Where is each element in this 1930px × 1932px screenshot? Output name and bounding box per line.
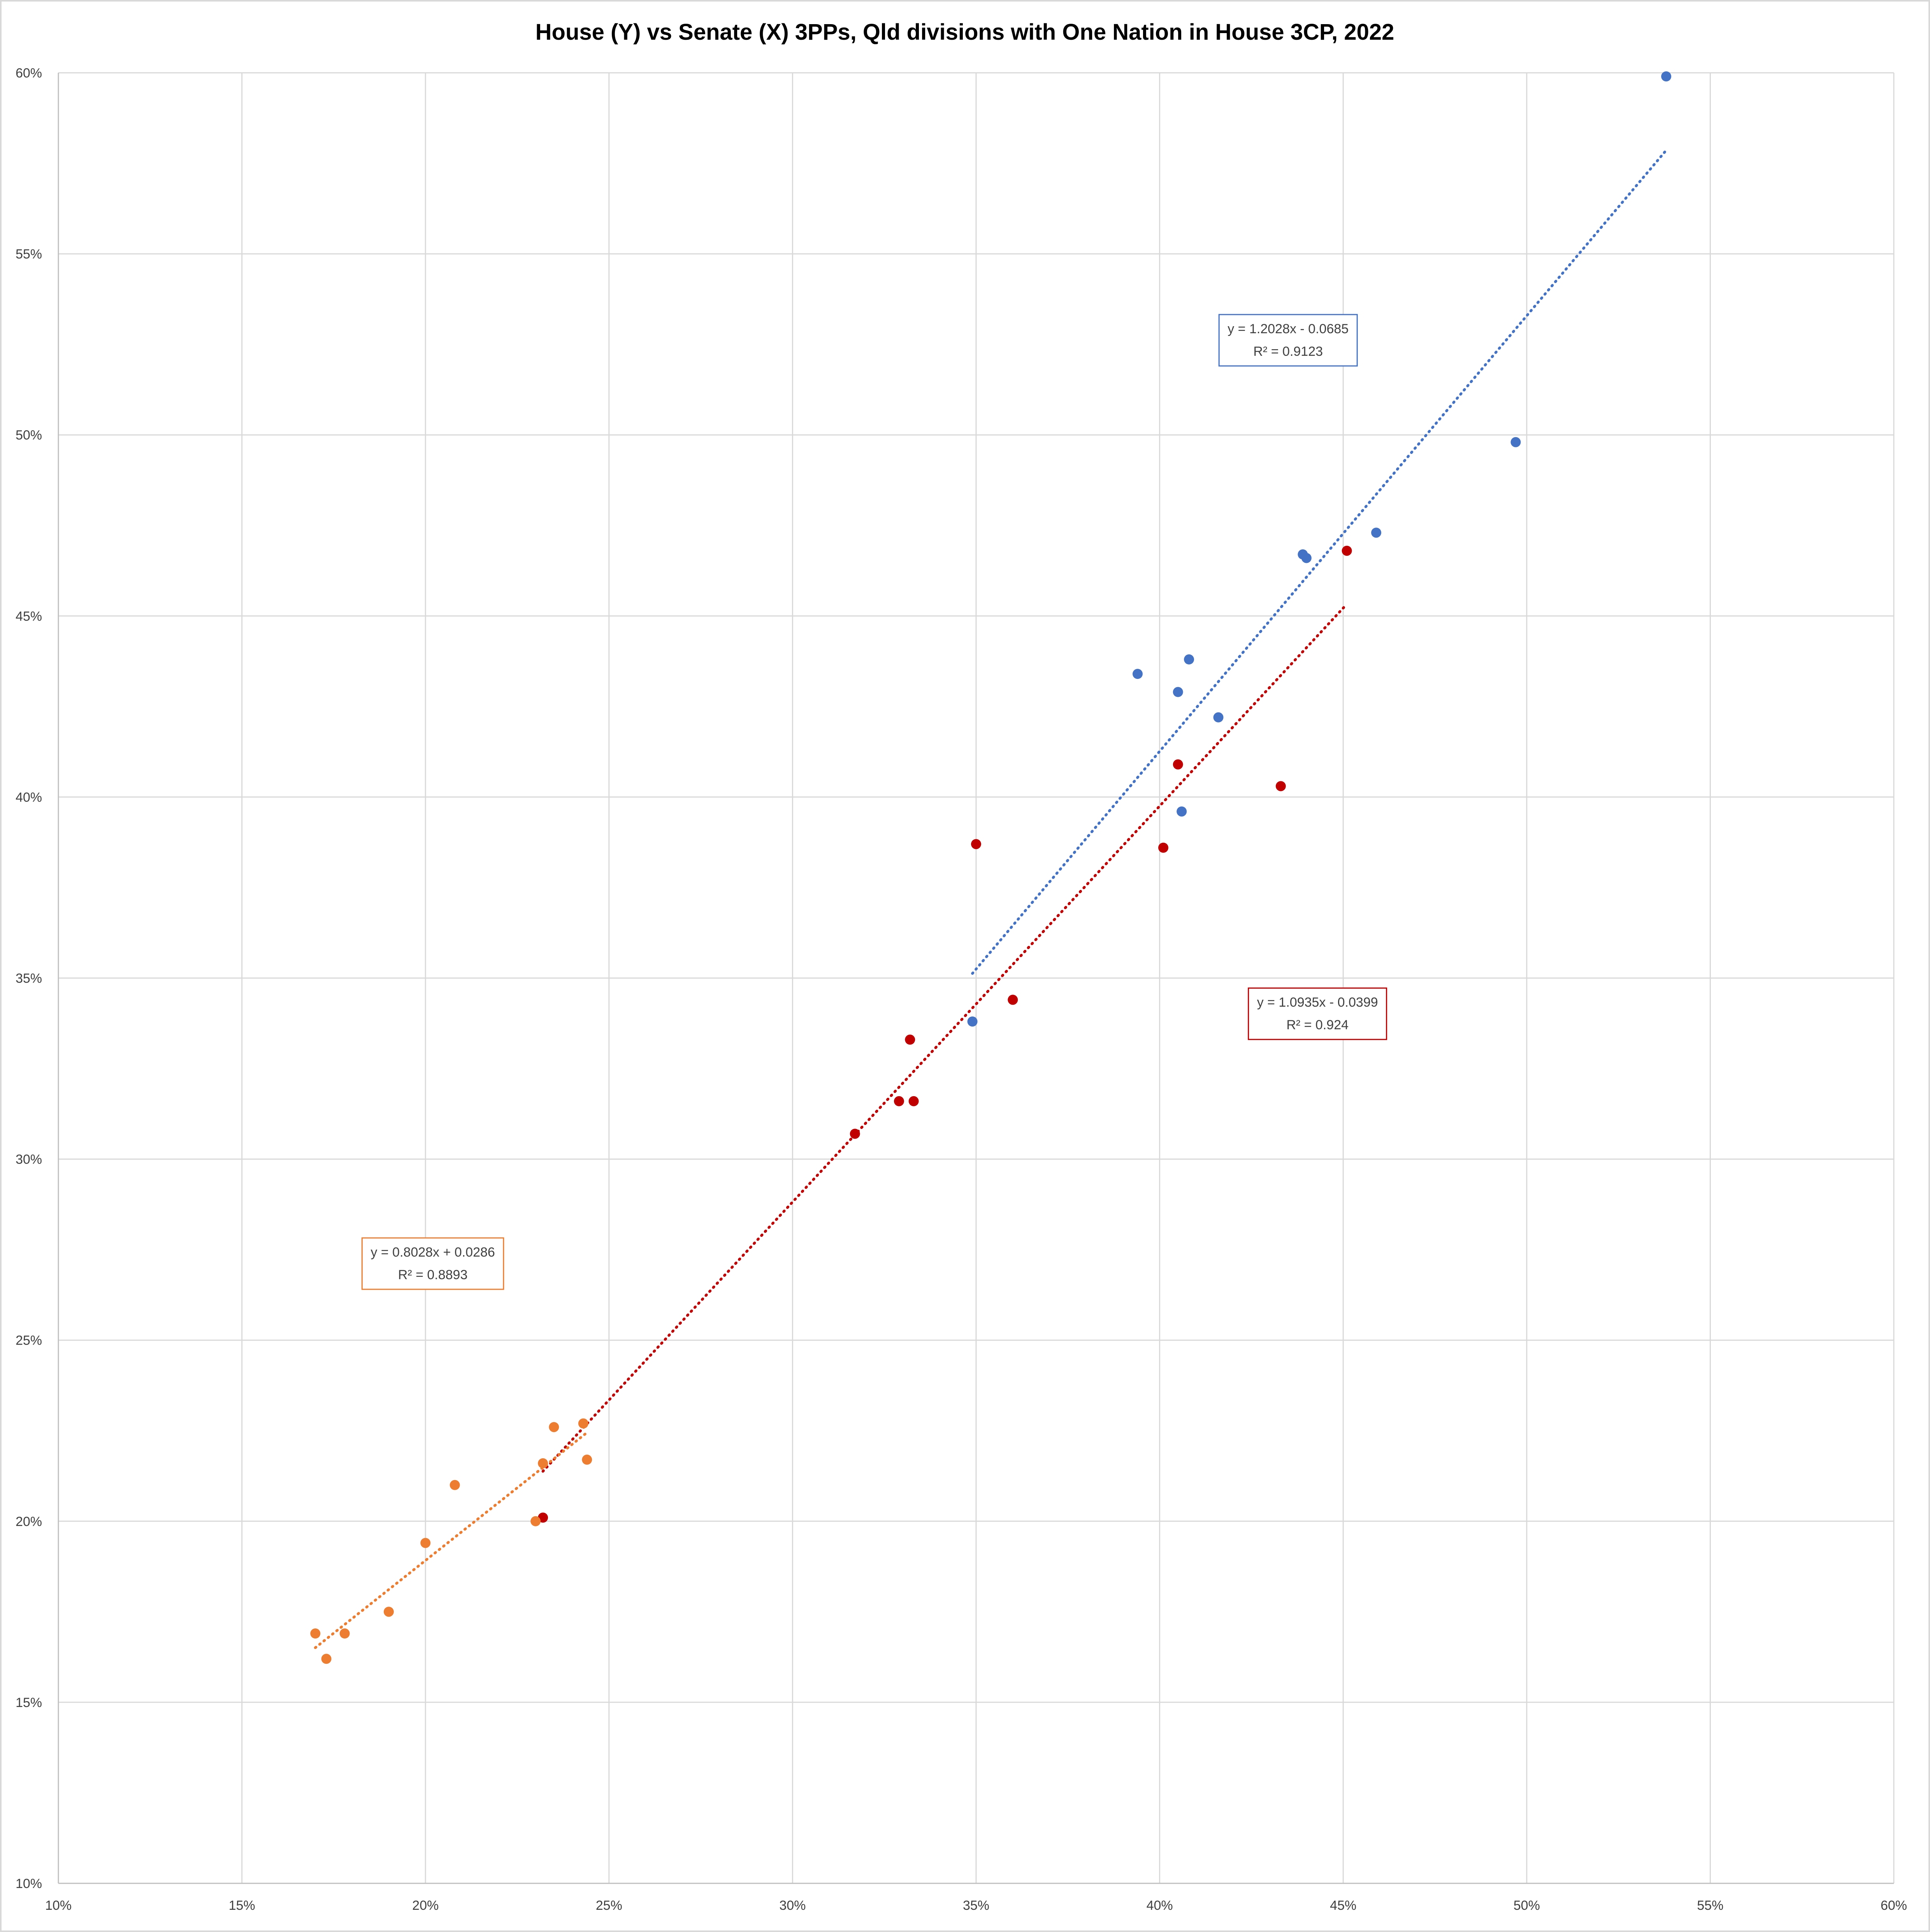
equation-text: y = 1.2028x - 0.0685	[1228, 322, 1349, 336]
data-point	[578, 1418, 588, 1429]
x-tick-label: 10%	[45, 1898, 72, 1913]
data-point	[339, 1628, 350, 1639]
data-point	[1158, 842, 1169, 853]
y-tick-label: 10%	[16, 1876, 42, 1891]
y-tick-label: 55%	[16, 247, 42, 262]
y-tick-label: 50%	[16, 428, 42, 443]
y-tick-label: 25%	[16, 1333, 42, 1348]
data-points	[310, 71, 1672, 1664]
data-point	[1661, 71, 1672, 82]
data-point	[1213, 712, 1224, 723]
trendline	[971, 149, 1668, 975]
trendline-equation-label: y = 1.0935x - 0.0399 R² = 0.924	[1248, 987, 1387, 1040]
trendline-equation-label: y = 1.2028x - 0.0685 R² = 0.9123	[1218, 314, 1358, 367]
data-point	[1133, 669, 1143, 679]
data-point	[530, 1516, 541, 1526]
y-tick-label: 30%	[16, 1152, 42, 1167]
trendline	[541, 603, 1349, 1473]
axes: 10% 15% 20% 25% 30% 35% 40% 45% 50% 55% 60% 10% 15% 2…	[16, 66, 1907, 1913]
equation-text: y = 0.8028x + 0.0286	[371, 1245, 495, 1260]
x-tick-label: 60%	[1881, 1898, 1907, 1913]
trendline-equations: y = 1.2028x - 0.0685 R² = 0.9123 y = 1.093…	[361, 314, 1387, 1290]
x-tick-label: 50%	[1514, 1898, 1540, 1913]
equation-text: y = 1.0935x - 0.0399	[1257, 995, 1378, 1010]
data-point	[905, 1034, 915, 1045]
data-point	[1173, 759, 1183, 770]
y-tick-label: 45%	[16, 609, 42, 624]
data-point	[420, 1538, 431, 1548]
data-point	[1184, 654, 1194, 665]
chart-title: House (Y) vs Senate (X) 3PPs, Qld divisi…	[536, 19, 1394, 45]
r-squared-text: R² = 0.924	[1286, 1018, 1349, 1032]
data-point	[1275, 781, 1286, 791]
y-tick-label: 60%	[16, 66, 42, 81]
data-point	[538, 1458, 548, 1468]
data-point	[310, 1628, 321, 1639]
equation-box	[361, 1237, 504, 1290]
equation-box	[1248, 987, 1387, 1040]
x-tick-label: 35%	[963, 1898, 989, 1913]
trendline	[314, 1431, 588, 1649]
data-point	[1173, 687, 1183, 697]
data-point	[1301, 553, 1312, 563]
x-tick-label: 15%	[229, 1898, 255, 1913]
y-tick-label: 40%	[16, 790, 42, 805]
data-point	[1371, 527, 1382, 538]
data-point	[383, 1607, 394, 1617]
data-point	[967, 1016, 978, 1027]
data-point	[1510, 437, 1521, 447]
data-point	[971, 839, 981, 849]
x-tick-label: 55%	[1697, 1898, 1723, 1913]
x-tick-label: 45%	[1330, 1898, 1356, 1913]
equation-box	[1218, 314, 1358, 367]
data-point	[908, 1096, 919, 1106]
trendline-equation-label: y = 0.8028x + 0.0286 R² = 0.8893	[361, 1237, 504, 1290]
r-squared-text: R² = 0.8893	[398, 1267, 468, 1282]
data-point	[850, 1129, 860, 1139]
data-point	[450, 1480, 460, 1490]
data-point	[1008, 995, 1018, 1005]
data-point	[549, 1422, 559, 1432]
r-squared-text: R² = 0.9123	[1253, 344, 1323, 359]
data-point	[582, 1454, 592, 1465]
data-point	[894, 1096, 904, 1106]
data-point	[1342, 545, 1352, 556]
x-tick-label: 20%	[412, 1898, 439, 1913]
y-tick-label: 20%	[16, 1514, 42, 1529]
x-tick-label: 25%	[596, 1898, 622, 1913]
x-tick-label: 40%	[1147, 1898, 1173, 1913]
y-tick-label: 15%	[16, 1695, 42, 1710]
data-point	[1177, 806, 1187, 817]
trendlines	[314, 149, 1668, 1649]
data-point	[321, 1654, 332, 1664]
y-tick-label: 35%	[16, 971, 42, 986]
x-tick-label: 30%	[779, 1898, 806, 1913]
